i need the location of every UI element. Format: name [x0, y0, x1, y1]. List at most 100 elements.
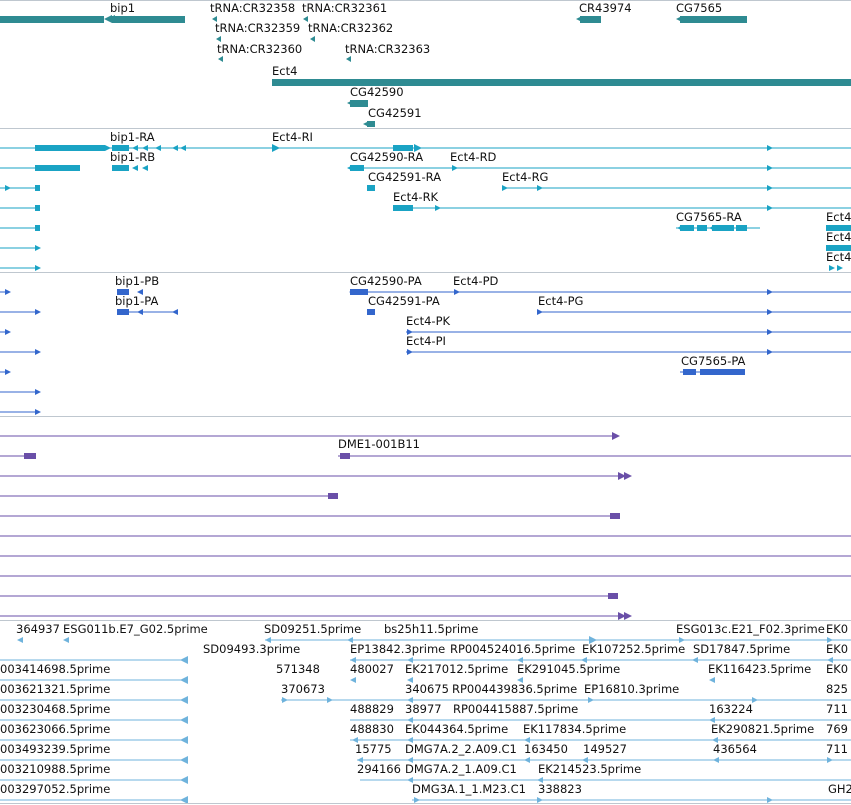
strand-arrow-right[interactable] [5, 369, 11, 375]
strand-arrow-right[interactable] [502, 185, 508, 191]
est-label[interactable]: 003621321.5prime [0, 682, 111, 696]
strand-arrow-left[interactable] [132, 145, 138, 151]
strand-arrow-left[interactable] [524, 737, 530, 743]
strand-arrow-left[interactable] [582, 757, 588, 763]
strand-arrow-left[interactable] [180, 736, 188, 744]
strand-arrow-right[interactable] [327, 697, 333, 703]
est-label[interactable]: DMG3A.1_1.M23.C1 [412, 782, 526, 796]
feature-exon-block[interactable] [683, 369, 696, 375]
est-label[interactable]: 340675 [405, 682, 449, 696]
strand-arrow-right[interactable] [35, 409, 41, 415]
feature-label[interactable]: Ect4-PD [453, 274, 499, 288]
trna-feature[interactable] [310, 36, 315, 42]
feature-label[interactable]: bip1-PB [115, 274, 160, 288]
feature-exon-block[interactable] [350, 100, 368, 107]
strand-arrow-right[interactable] [767, 165, 773, 171]
strand-arrow-right[interactable] [105, 145, 111, 151]
feature-label[interactable]: Ect4-PK [406, 314, 451, 328]
strand-arrow-left[interactable] [709, 717, 715, 723]
strand-arrow-right[interactable] [767, 309, 773, 315]
strand-arrow-right[interactable] [537, 309, 543, 315]
est-label[interactable]: 488830 [350, 722, 394, 736]
strand-arrow-left[interactable] [155, 145, 161, 151]
est-label[interactable]: EK217012.5prime [405, 662, 509, 676]
strand-arrow-left[interactable] [172, 145, 178, 151]
est-label[interactable]: 149527 [583, 742, 627, 756]
feature-exon-block[interactable] [35, 225, 40, 231]
feature-label[interactable]: tRNA:CR32358 [210, 1, 296, 15]
est-label[interactable]: EK0 [826, 622, 849, 636]
strand-arrow-right[interactable] [624, 612, 632, 620]
strand-arrow-left[interactable] [537, 777, 543, 783]
strand-arrow-right[interactable] [837, 265, 843, 271]
feature-exon-block[interactable] [680, 225, 694, 231]
est-label[interactable]: SD09251.5prime [264, 622, 362, 636]
strand-arrow-left[interactable] [107, 15, 115, 23]
feature-label[interactable]: tRNA:CR32360 [217, 42, 303, 56]
strand-arrow-right[interactable] [407, 349, 413, 355]
feature-exon-block[interactable] [112, 165, 129, 171]
strand-arrow-right[interactable] [679, 637, 685, 643]
strand-arrow-right[interactable] [35, 309, 41, 315]
strand-arrow-left[interactable] [350, 657, 356, 663]
strand-arrow-left[interactable] [701, 369, 707, 375]
est-label[interactable]: EK116423.5prime [708, 662, 812, 676]
strand-arrow-right[interactable] [612, 432, 620, 440]
strand-arrow-left[interactable] [517, 657, 523, 663]
feature-exon-block[interactable] [367, 185, 375, 191]
est-label[interactable]: DMG7A.2_1.A09.C1 [405, 762, 517, 776]
strand-arrow-left[interactable] [713, 757, 719, 763]
feature-label[interactable]: CG42590-RA [350, 150, 424, 164]
est-label[interactable]: RP004524016.5prime [450, 642, 576, 656]
strand-arrow-right[interactable] [5, 289, 11, 295]
strand-arrow-left[interactable] [407, 657, 413, 663]
feature-exon-block[interactable] [35, 185, 40, 191]
feature-label[interactable]: Ect4-RI [272, 130, 313, 144]
feature-label[interactable]: Ect4-PG [538, 294, 584, 308]
strand-arrow-left[interactable] [407, 677, 413, 683]
trna-feature[interactable] [218, 56, 223, 62]
feature-exon-block[interactable] [272, 79, 851, 86]
est-label[interactable]: GH2 [828, 782, 851, 796]
strand-arrow-right[interactable] [435, 205, 441, 211]
feature-label[interactable]: CG42591 [368, 106, 422, 120]
est-label[interactable]: 003230468.5prime [0, 702, 111, 716]
strand-arrow-right[interactable] [407, 329, 413, 335]
feature-label[interactable]: tRNA:CR32359 [215, 21, 301, 35]
feature-exon-block[interactable] [610, 513, 620, 519]
strand-arrow-right[interactable] [767, 185, 773, 191]
strand-arrow-left[interactable] [180, 145, 186, 151]
feature-exon-block[interactable] [112, 16, 185, 23]
est-label[interactable]: EK291045.5prime [517, 662, 621, 676]
feature-label[interactable]: bip1-RA [110, 130, 155, 144]
strand-arrow-left[interactable] [137, 289, 143, 295]
feature-label[interactable]: Ect4-PI [406, 334, 446, 348]
strand-arrow-right[interactable] [767, 289, 773, 295]
est-label[interactable]: 163450 [524, 742, 568, 756]
est-label[interactable]: 163224 [709, 702, 753, 716]
feature-label[interactable]: bip1-PA [115, 294, 159, 308]
strand-arrow-right[interactable] [589, 636, 597, 644]
feature-exon-block[interactable] [367, 309, 375, 315]
est-label[interactable]: bs25h11.5prime [384, 622, 479, 636]
feature-exon-block[interactable] [367, 121, 375, 127]
feature-label[interactable]: DME1-001B11 [338, 437, 420, 451]
est-label[interactable]: 436564 [713, 742, 757, 756]
strand-arrow-right[interactable] [35, 389, 41, 395]
est-label[interactable]: EK117834.5prime [523, 722, 627, 736]
est-label[interactable]: SD09493.3prime [203, 642, 301, 656]
feature-label[interactable]: CR43974 [579, 1, 632, 15]
strand-arrow-left[interactable] [180, 716, 188, 724]
feature-label[interactable]: tRNA:CR32363 [345, 42, 431, 56]
strand-arrow-right[interactable] [537, 185, 543, 191]
feature-label[interactable]: Ect4 [826, 210, 851, 224]
strand-arrow-left[interactable] [180, 676, 188, 684]
strand-arrow-left[interactable] [180, 756, 188, 764]
strand-arrow-right[interactable] [827, 757, 833, 763]
strand-arrow-left[interactable] [524, 757, 530, 763]
strand-arrow-left[interactable] [677, 225, 683, 231]
feature-label[interactable]: CG42591-RA [368, 170, 442, 184]
feature-exon-block[interactable] [608, 593, 618, 599]
feature-exon-block[interactable] [24, 453, 36, 459]
strand-arrow-left[interactable] [407, 757, 413, 763]
